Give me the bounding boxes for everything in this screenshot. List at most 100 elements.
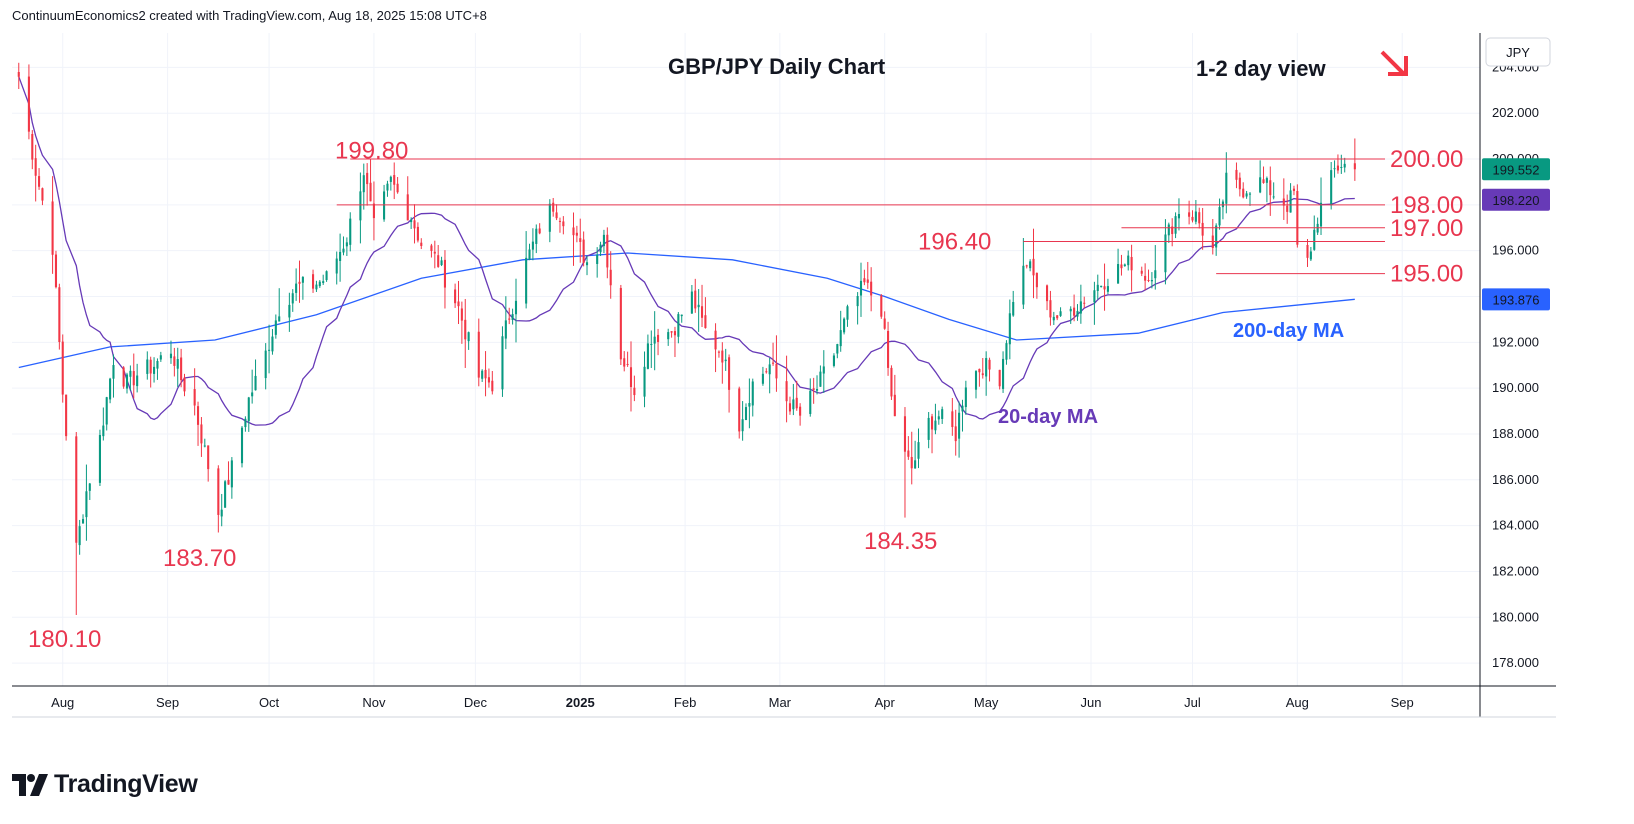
y-tick-label: 192.000 — [1492, 334, 1539, 349]
candle-body — [268, 349, 271, 351]
candle-body — [254, 375, 257, 391]
candle-body — [917, 442, 920, 459]
candle-body — [1242, 188, 1245, 198]
price-badge-label: 199.552 — [1493, 162, 1540, 177]
candle-body — [1096, 284, 1099, 291]
candle-body — [156, 360, 159, 369]
candle-body — [1306, 244, 1309, 258]
price-badge — [1482, 288, 1550, 311]
candle-body — [1272, 196, 1275, 198]
candle-body — [125, 374, 129, 389]
candle-body — [572, 227, 575, 236]
candle-body — [1049, 300, 1052, 318]
candle-body — [1073, 307, 1076, 316]
price-badge-label: 193.876 — [1493, 292, 1540, 307]
candle-body — [251, 392, 254, 397]
candle-body — [1008, 313, 1011, 345]
candle-body — [697, 304, 700, 308]
candle-body — [1076, 311, 1079, 317]
candle-body — [200, 424, 203, 444]
candle-body — [890, 367, 893, 397]
x-tick-label: May — [974, 695, 999, 710]
candle-body — [846, 306, 849, 320]
candle-body — [51, 201, 54, 255]
x-tick-label: Feb — [674, 695, 696, 710]
x-tick-label: Mar — [769, 695, 792, 710]
candle-body — [866, 279, 869, 283]
candle-body — [180, 357, 183, 381]
x-tick-label: Sep — [156, 695, 179, 710]
candle-body — [508, 318, 511, 320]
candle-body — [772, 362, 775, 364]
candle-body — [457, 301, 460, 307]
candle-body — [531, 241, 534, 250]
candle-body — [633, 387, 636, 396]
candle-body — [193, 389, 196, 406]
candle-body — [322, 281, 325, 283]
candle-body — [585, 262, 589, 266]
candle-body — [183, 377, 186, 392]
candle-body — [34, 158, 37, 176]
y-tick-label: 180.000 — [1492, 609, 1539, 624]
candle-body — [230, 460, 233, 488]
candle-body — [247, 397, 250, 422]
currency-box — [1485, 37, 1551, 67]
currency-label: JPY — [1506, 45, 1530, 60]
candle-body — [153, 366, 156, 374]
candle-body — [765, 371, 768, 373]
bearish-arrow-head-icon — [1388, 56, 1408, 76]
candle-body — [822, 366, 825, 374]
candle-body — [240, 427, 244, 464]
candle-body — [17, 72, 20, 77]
candle-body — [937, 416, 940, 420]
candle-body — [416, 226, 419, 241]
candle-body — [81, 519, 85, 524]
candle-body — [1120, 264, 1123, 269]
candle-body — [136, 375, 139, 387]
candle-body — [548, 203, 551, 232]
candle-body — [606, 234, 609, 268]
candle-body — [1194, 211, 1197, 222]
candle-body — [393, 175, 396, 185]
candle-body — [311, 274, 315, 289]
candle-body — [657, 334, 660, 342]
annotation-label: 183.70 — [163, 545, 236, 572]
candle-body — [1343, 163, 1346, 168]
tradingview-logo[interactable]: TradingView — [12, 770, 198, 799]
candle-body — [1103, 286, 1106, 290]
candle-body — [535, 228, 538, 244]
price-badge — [1482, 188, 1550, 211]
candle-body — [295, 283, 298, 293]
candle-body — [964, 387, 967, 408]
candle-body — [318, 281, 321, 287]
price-badge-label: 198.220 — [1493, 193, 1540, 208]
candle-body — [1188, 212, 1191, 217]
candle-body — [978, 368, 981, 373]
candle-body — [264, 350, 267, 379]
candle-body — [799, 406, 802, 416]
candle-body — [704, 315, 707, 328]
annotation-label: 199.80 — [335, 138, 408, 165]
candle-body — [812, 388, 815, 390]
candle-body — [1171, 226, 1174, 235]
candle-body — [596, 254, 599, 264]
candle-body — [815, 388, 819, 391]
candle-body — [1215, 225, 1218, 248]
candle-body — [203, 445, 206, 447]
candle-body — [998, 369, 1001, 387]
candle-body — [717, 351, 720, 353]
candle-body — [680, 314, 683, 317]
candle-body — [325, 271, 328, 281]
candle-body — [579, 238, 582, 242]
candle-body — [467, 332, 470, 342]
candle-body — [278, 316, 281, 322]
level-label: 198.00 — [1390, 192, 1463, 219]
candle-body — [643, 366, 646, 397]
candle-body — [244, 418, 247, 428]
annotation-label: 200-day MA — [1233, 320, 1344, 342]
x-tick-label: Apr — [875, 695, 896, 710]
candle-body — [721, 350, 724, 363]
candle-body — [1265, 178, 1268, 183]
